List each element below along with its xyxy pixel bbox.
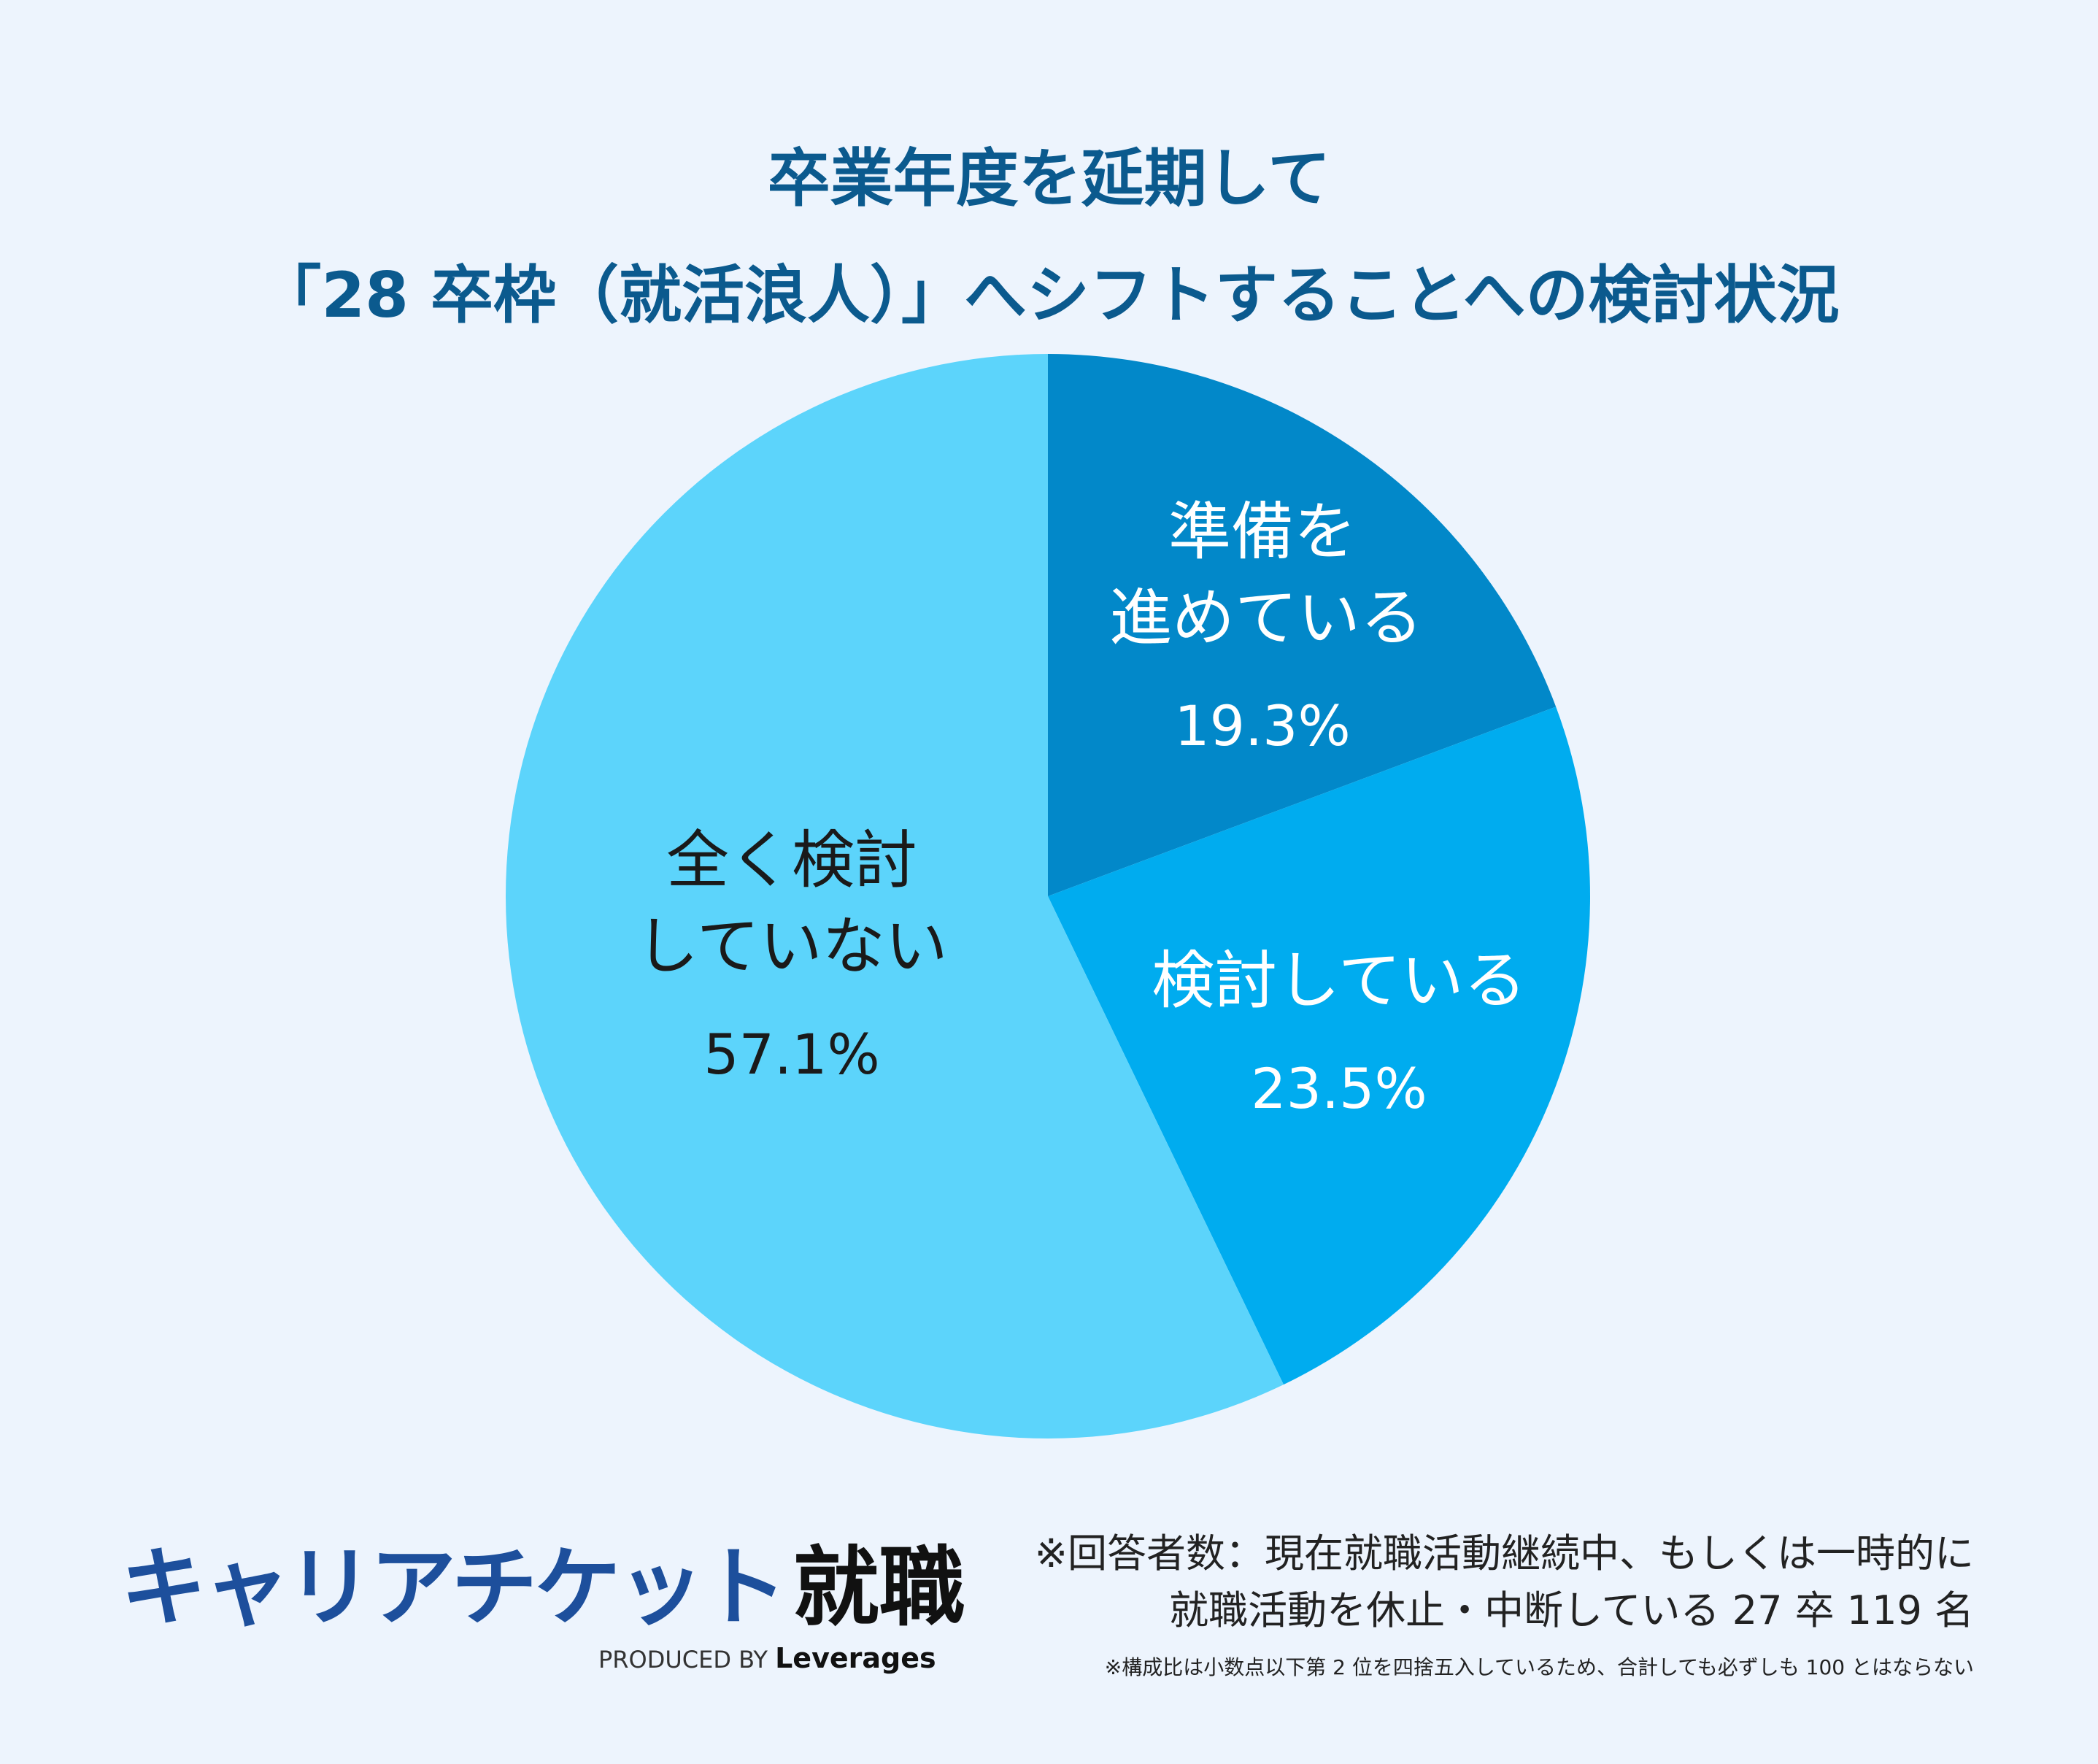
chart-title-line-1: 卒業年度を延期して (767, 142, 1331, 215)
respondent-note-line-2: 就職活動を休止・中断している 27 卒 119 名 (1169, 1587, 1974, 1633)
respondent-note-line-1: ※回答者数：現在就職活動継続中、もしくは一時的に (1034, 1530, 1974, 1576)
slice-label-preparing-line-1: 準備を (1168, 496, 1357, 569)
slice-value-not-considering: 57.1% (703, 1022, 880, 1087)
chart-title: 卒業年度を延期して 「28 卒枠（就活浪人）」へシフトすることへの検討状況 (0, 120, 2098, 354)
slice-value-preparing: 19.3% (1174, 693, 1351, 758)
produced-by: PRODUCED BY Leverages (598, 1642, 936, 1674)
pie-slice-considering (1048, 706, 1590, 1385)
logo: キャリアチケット 就職 (120, 1536, 965, 1638)
slice-label-preparing: 準備を 進めている 19.3% (1109, 489, 1423, 769)
logo-kanji-text: 就職 (792, 1537, 965, 1638)
slice-label-considering-line-1: 検討している (1152, 944, 1527, 1017)
chart-title-line-2: 「28 卒枠（就活浪人）」へシフトすることへの検討状況 (258, 259, 1840, 332)
rounding-note: ※構成比は小数点以下第 2 位を四捨五入しているため、合計しても必ずしも 100… (1104, 1655, 1974, 1679)
slice-label-not-considering: 全く検討 していない 57.1% (628, 817, 956, 1098)
respondent-note: ※回答者数：現在就職活動継続中、もしくは一時的に 就職活動を休止・中断している … (1035, 1525, 1974, 1639)
produced-by-label: PRODUCED BY (598, 1646, 768, 1674)
slice-value-considering: 23.5% (1251, 1056, 1427, 1121)
logo-brand-text: キャリアチケット (120, 1537, 787, 1638)
pie-slice-preparing (1048, 354, 1557, 896)
slice-label-not-considering-line-2: していない (636, 910, 948, 983)
slice-label-not-considering-line-1: 全く検討 (666, 824, 917, 897)
company-name: Leverages (775, 1642, 936, 1674)
slice-label-considering: 検討している 23.5% (1135, 938, 1543, 1132)
pie-slice-not-considering (506, 354, 1284, 1438)
slice-label-preparing-line-2: 進めている (1109, 582, 1423, 655)
